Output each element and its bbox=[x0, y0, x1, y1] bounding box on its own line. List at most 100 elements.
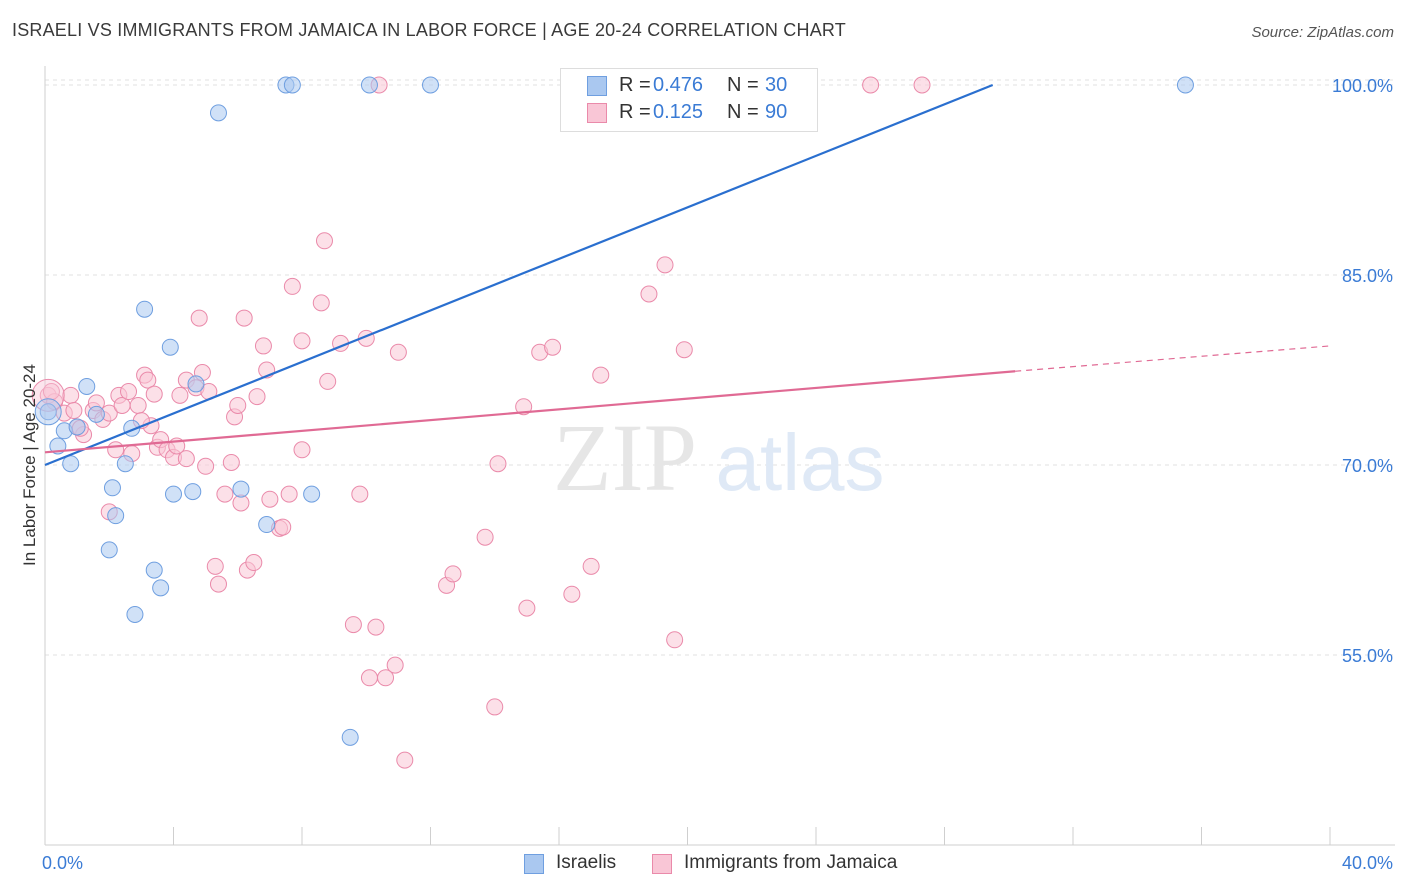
jamaica-point bbox=[261, 490, 279, 508]
y-tick-label: 55.0% bbox=[1342, 646, 1393, 666]
legend-n-label: N = bbox=[727, 74, 759, 96]
jamaica-point bbox=[293, 332, 311, 350]
jamaica-point bbox=[222, 453, 240, 471]
legend-n-value: 30 bbox=[765, 74, 788, 96]
israeli-point bbox=[165, 485, 182, 503]
israeli-point bbox=[39, 403, 57, 421]
jamaica-trendline-extension bbox=[1015, 345, 1331, 372]
legend-r-label: R = bbox=[619, 74, 651, 96]
israeli-point bbox=[68, 418, 86, 436]
israeli-point bbox=[1176, 76, 1194, 94]
bottom-legend-label-israelis: Israelis bbox=[556, 852, 617, 873]
jamaica-point bbox=[315, 232, 333, 250]
legend-swatch-israelis bbox=[587, 76, 607, 96]
jamaica-point bbox=[274, 518, 292, 536]
bottom-legend-swatch-israelis bbox=[524, 854, 544, 874]
legend-r-label: R = bbox=[619, 101, 651, 123]
jamaica-point bbox=[582, 557, 600, 575]
jamaica-point bbox=[312, 294, 330, 312]
jamaica-point bbox=[107, 441, 125, 459]
y-tick-label: 70.0% bbox=[1342, 456, 1393, 476]
jamaica-point bbox=[360, 669, 378, 687]
israeli-point bbox=[209, 104, 227, 122]
jamaica-point bbox=[444, 565, 462, 583]
jamaica-point bbox=[518, 599, 536, 617]
jamaica-point bbox=[177, 450, 195, 468]
israeli-point bbox=[232, 480, 250, 498]
jamaica-point bbox=[171, 386, 189, 404]
jamaica-point bbox=[283, 277, 301, 295]
watermark-atlas: atlas bbox=[716, 418, 885, 507]
jamaica-point bbox=[640, 285, 658, 303]
israeli-point bbox=[107, 507, 125, 525]
legend-n-value: 90 bbox=[765, 101, 788, 123]
jamaica-point bbox=[319, 372, 337, 390]
israeli-points bbox=[34, 76, 1194, 746]
legend-r-value: 0.125 bbox=[653, 101, 704, 123]
israeli-point bbox=[341, 728, 359, 746]
bottom-legend-swatch-jamaica bbox=[652, 854, 672, 874]
watermark-zip: ZIP bbox=[553, 404, 697, 511]
israeli-point bbox=[152, 579, 170, 597]
jamaica-point bbox=[675, 341, 693, 359]
jamaica-point bbox=[229, 396, 247, 414]
israeli-point bbox=[258, 516, 276, 534]
israeli-point bbox=[422, 76, 439, 94]
jamaica-point bbox=[197, 457, 215, 475]
israeli-point bbox=[78, 377, 96, 395]
legend-r-value: 0.476 bbox=[653, 74, 704, 96]
x-tick-label: 0.0% bbox=[42, 853, 83, 873]
jamaica-point bbox=[62, 386, 80, 404]
israeli-point bbox=[116, 455, 134, 473]
trendlines bbox=[44, 83, 1331, 467]
bottom-legend-label-jamaica: Immigrants from Jamaica bbox=[684, 852, 898, 873]
y-tick-label: 100.0% bbox=[1332, 76, 1393, 96]
jamaica-point bbox=[65, 402, 83, 420]
jamaica-point bbox=[120, 383, 138, 401]
jamaica-point bbox=[913, 76, 931, 94]
jamaica-point bbox=[666, 631, 684, 649]
israeli-point bbox=[161, 338, 179, 356]
legend-swatch-jamaica bbox=[587, 103, 607, 123]
jamaica-point bbox=[235, 309, 253, 327]
jamaica-point bbox=[486, 698, 504, 716]
x-tick-label: 40.0% bbox=[1342, 853, 1393, 873]
jamaica-point bbox=[280, 485, 298, 503]
jamaica-point bbox=[563, 585, 581, 603]
jamaica-point bbox=[145, 385, 163, 403]
tick-labels: 100.0% 85.0% 70.0% 55.0% 0.0% 40.0% bbox=[42, 76, 1393, 873]
jamaica-point bbox=[254, 337, 272, 355]
jamaica-point bbox=[386, 656, 404, 674]
jamaica-point bbox=[389, 343, 407, 361]
israeli-point bbox=[360, 76, 378, 94]
jamaica-point bbox=[190, 309, 208, 327]
israeli-point bbox=[62, 455, 80, 473]
jamaica-point bbox=[544, 338, 562, 356]
israeli-point bbox=[145, 561, 163, 579]
israeli-point bbox=[103, 479, 121, 497]
jamaica-point bbox=[351, 485, 369, 503]
jamaica-point bbox=[476, 528, 494, 546]
israeli-point bbox=[100, 541, 118, 559]
jamaica-point bbox=[592, 366, 610, 384]
jamaica-point bbox=[248, 388, 266, 406]
israeli-point bbox=[126, 605, 144, 623]
source-credit: Source: ZipAtlas.com bbox=[1251, 24, 1394, 41]
jamaica-point bbox=[206, 557, 224, 575]
jamaica-point bbox=[862, 76, 880, 94]
axes bbox=[44, 66, 1395, 846]
israeli-trendline bbox=[44, 83, 994, 467]
israeli-point bbox=[303, 485, 321, 503]
jamaica-point bbox=[377, 669, 395, 687]
jamaica-point bbox=[139, 371, 157, 389]
jamaica-point bbox=[293, 441, 311, 459]
chart-title: ISRAELI VS IMMIGRANTS FROM JAMAICA IN LA… bbox=[12, 20, 846, 40]
y-tick-label: 85.0% bbox=[1342, 266, 1393, 286]
jamaica-point bbox=[656, 256, 674, 274]
jamaica-points bbox=[31, 76, 931, 769]
jamaica-point bbox=[489, 455, 507, 473]
jamaica-point bbox=[129, 396, 147, 414]
israeli-point bbox=[184, 483, 202, 501]
jamaica-trendline bbox=[44, 370, 1016, 454]
jamaica-point bbox=[396, 751, 414, 769]
